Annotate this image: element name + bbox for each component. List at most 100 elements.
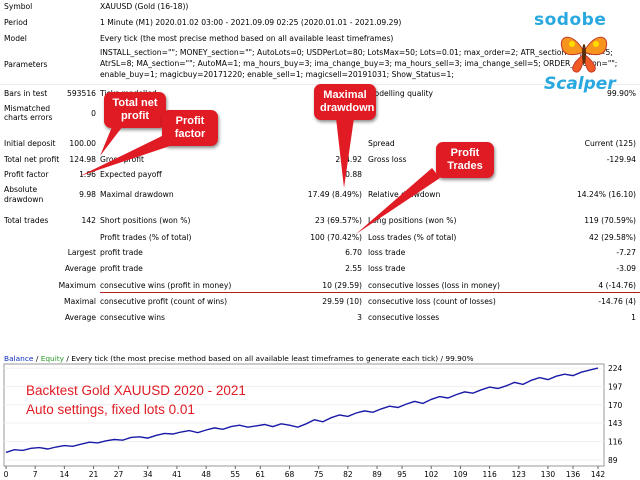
absolute-drawdown-value: 9.98 <box>79 190 96 199</box>
max-consec-loss-value: -14.76 (4) <box>598 297 636 306</box>
chart-header-sep: / <box>33 354 41 363</box>
largest-loss-value: -7.27 <box>616 248 636 257</box>
average-profit-label: profit trade <box>100 264 143 273</box>
sodobe-scalper-logo: sodobe Scalper <box>528 4 638 100</box>
symbol-label: Symbol <box>4 2 33 11</box>
max-consec-wins-value: 10 (29.59) <box>322 281 362 290</box>
loss-trades-value: 42 (29.58%) <box>589 233 636 242</box>
series-line-balance <box>5 367 599 454</box>
x-tick-label: 14 <box>60 470 70 479</box>
avg-consec-wins-value: 3 <box>357 313 362 322</box>
x-tick-label: 61 <box>256 470 266 479</box>
total-net-profit-label: Total net profit <box>4 155 60 164</box>
x-tick-label: 41 <box>172 470 182 479</box>
absolute-drawdown-label-1: Absolute <box>4 185 38 194</box>
average-label: Average <box>64 264 96 273</box>
x-tick-label: 0 <box>4 470 9 479</box>
long-positions-value: 119 (70.59%) <box>584 216 636 225</box>
total-trades-value: 142 <box>81 216 97 225</box>
parameters-line-1: INSTALL_section=""; MONEY_section=""; Au… <box>100 48 613 57</box>
mismatched-value: 0 <box>91 109 96 118</box>
avg-consec-label: Average <box>64 313 96 322</box>
series-layer <box>5 367 599 454</box>
x-tick-label: 82 <box>343 470 353 479</box>
y-tick-label: 116 <box>608 438 623 447</box>
x-tick-label: 116 <box>482 470 497 479</box>
x-tick-label: 55 <box>231 470 241 479</box>
gross-loss-label: Gross loss <box>368 155 407 164</box>
maximal-drawdown-label: Maximal drawdown <box>100 190 174 199</box>
expected-payoff-value: 0.88 <box>345 170 362 179</box>
mismatched-label-2: charts errors <box>4 113 53 122</box>
spread-value: Current (125) <box>584 139 636 148</box>
short-positions-label: Short positions (won %) <box>100 216 191 225</box>
y-tick-label: 170 <box>608 401 623 410</box>
x-tick-label: 7 <box>33 470 38 479</box>
relative-drawdown-value: 14.24% (16.10) <box>576 190 636 199</box>
profit-trades-value: 100 (70.42%) <box>310 233 362 242</box>
parameters-line-3: enable_buy=1; magicbuy=20171220; enable_… <box>100 70 454 79</box>
average-loss-value: -3.09 <box>616 264 636 273</box>
parameters-line-2: AtrSL=8; MA_section=""; AutoMA=1; ma_hou… <box>100 59 618 68</box>
x-axis: 0 7 14 21 27 34 41 48 55 61 68 75 82 89 95 102 109 116 123… <box>4 466 606 479</box>
chart-legend-balance: Balance <box>4 354 34 363</box>
callout-profit-trades-text: Profit Trades <box>436 142 494 178</box>
profit-factor-label: Profit factor <box>4 170 49 179</box>
x-tick-label: 102 <box>424 470 439 479</box>
chart-header-description: / Every tick (the most precise method ba… <box>64 354 474 363</box>
period-value: 1 Minute (M1) 2020.01.02 03:00 - 2021.09… <box>100 18 402 27</box>
logo-word-sodobe: sodobe <box>534 10 607 30</box>
bars-in-test-value: 593516 <box>67 89 96 98</box>
mismatched-label-1: Mismatched <box>4 104 51 113</box>
total-net-profit-value: 124.98 <box>69 155 96 164</box>
callout-arrow-1 <box>100 122 126 156</box>
callout-profit-factor-text: Profit factor <box>162 110 218 146</box>
x-tick-label: 142 <box>591 470 606 479</box>
model-label: Model <box>4 34 27 43</box>
grid-lines <box>4 367 604 461</box>
chart-legend-equity: Equity <box>40 354 65 363</box>
gross-loss-value: -129.94 <box>606 155 636 164</box>
largest-label: Largest <box>67 248 96 257</box>
spread-label: Spread <box>368 139 395 148</box>
profit-factor-value: 1.96 <box>79 170 96 179</box>
x-tick-label: 95 <box>397 470 407 479</box>
absolute-drawdown-label-2: drawdown <box>4 195 44 204</box>
butterfly-icon <box>560 36 608 73</box>
max-consec-losses-label: consecutive losses (loss in money) <box>368 281 500 290</box>
avg-consec-wins-label: consecutive wins <box>100 313 166 322</box>
x-tick-label: 123 <box>512 470 527 479</box>
max-consec-profit-value: 29.59 (10) <box>322 297 362 306</box>
callout-maximal-drawdown-text: Maximal drawdown <box>314 84 376 120</box>
plot-frame <box>3 363 605 467</box>
logo-word-scalper: Scalper <box>544 74 616 94</box>
average-loss-label: loss trade <box>368 264 406 273</box>
x-tick-label: 48 <box>201 470 211 479</box>
loss-trades-label: Loss trades (% of total) <box>368 233 457 242</box>
x-tick-label: 130 <box>541 470 556 479</box>
x-tick-label: 21 <box>89 470 99 479</box>
bars-in-test-label: Bars in test <box>4 89 48 98</box>
x-tick-label: 34 <box>143 470 153 479</box>
x-tick-label: 89 <box>372 470 382 479</box>
avg-consec-losses-label: consecutive losses <box>368 313 440 322</box>
parameters-label: Parameters <box>4 60 48 69</box>
maximum-label: Maximum <box>58 281 96 290</box>
modelling-quality-label: Modelling quality <box>368 89 434 98</box>
balance-chart: Balance / Equity / Every tick (the most … <box>0 352 640 480</box>
max-consec-profit-label: consecutive profit (count of wins) <box>100 297 228 306</box>
average-profit-value: 2.55 <box>345 264 362 273</box>
x-tick-label: 136 <box>566 470 581 479</box>
chart-overlay-line-2: Auto settings, fixed lots 0.01 <box>26 402 195 417</box>
max-consec-wins-label: consecutive wins (profit in money) <box>100 281 232 290</box>
y-tick-label: 197 <box>608 382 623 391</box>
chart-overlay-line-1: Backtest Gold XAUUSD 2020 - 2021 <box>26 383 246 398</box>
highlight-underline <box>100 292 640 293</box>
x-tick-label: 75 <box>314 470 324 479</box>
largest-profit-value: 6.70 <box>345 248 362 257</box>
chart-plot: 89 116 143 170 197 224 0 7 14 21 27 34 41 48 55 61 68 75… <box>3 363 623 479</box>
callout-arrow-3 <box>336 118 354 188</box>
maximal-drawdown-value: 17.49 (8.49%) <box>307 190 362 199</box>
period-label: Period <box>4 18 28 27</box>
max-consec-losses-value: 4 (-14.76) <box>598 281 636 290</box>
